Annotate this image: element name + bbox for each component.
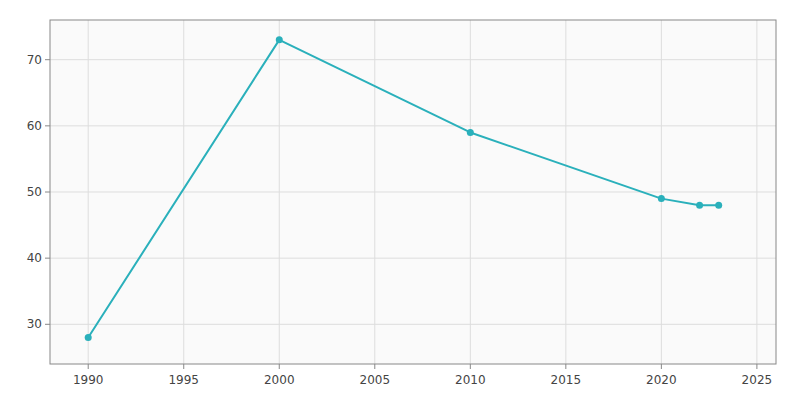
point <box>467 129 474 136</box>
x-tick-label: 2020 <box>646 373 677 387</box>
x-tick-label: 2005 <box>360 373 391 387</box>
x-tick <box>565 364 566 369</box>
x-tick <box>183 364 184 369</box>
x-tick-label: 2015 <box>551 373 582 387</box>
x-tick <box>661 364 662 369</box>
y-tick <box>45 59 50 60</box>
y-tick <box>45 192 50 193</box>
point <box>696 202 703 209</box>
x-tick-label: 2025 <box>742 373 773 387</box>
y-tick-label: 70 <box>27 53 42 67</box>
y-grid-line <box>50 125 776 126</box>
y-tick <box>45 258 50 259</box>
x-tick <box>470 364 471 369</box>
x-tick-label: 2000 <box>264 373 295 387</box>
y-grid-line <box>50 59 776 60</box>
chart: 1990 1995 2000 2005 2010 2015 2020 2025 30 40 50 60… <box>0 0 800 400</box>
x-tick <box>374 364 375 369</box>
axes: 1990 1995 2000 2005 2010 2015 2020 2025 30 40 50 60… <box>27 20 776 387</box>
x-tick-label: 1995 <box>168 373 199 387</box>
y-tick-label: 30 <box>27 317 42 331</box>
point <box>715 202 722 209</box>
x-tick <box>88 364 89 369</box>
x-tick <box>279 364 280 369</box>
y-tick-label: 40 <box>27 251 42 265</box>
y-tick-label: 60 <box>27 119 42 133</box>
y-tick <box>45 324 50 325</box>
series <box>85 36 722 341</box>
x-tick-label: 2010 <box>455 373 486 387</box>
point <box>276 36 283 43</box>
plot-area <box>50 20 776 364</box>
y-grid-line <box>50 258 776 259</box>
grid <box>50 20 776 364</box>
plot-frame <box>50 20 776 364</box>
x-tick <box>756 364 757 369</box>
x-tick-label: 1990 <box>73 373 104 387</box>
point <box>85 334 92 341</box>
point <box>658 195 665 202</box>
y-grid-line <box>50 192 776 193</box>
y-tick <box>45 125 50 126</box>
line <box>88 40 718 338</box>
y-tick-label: 50 <box>27 185 42 199</box>
y-grid-line <box>50 324 776 325</box>
